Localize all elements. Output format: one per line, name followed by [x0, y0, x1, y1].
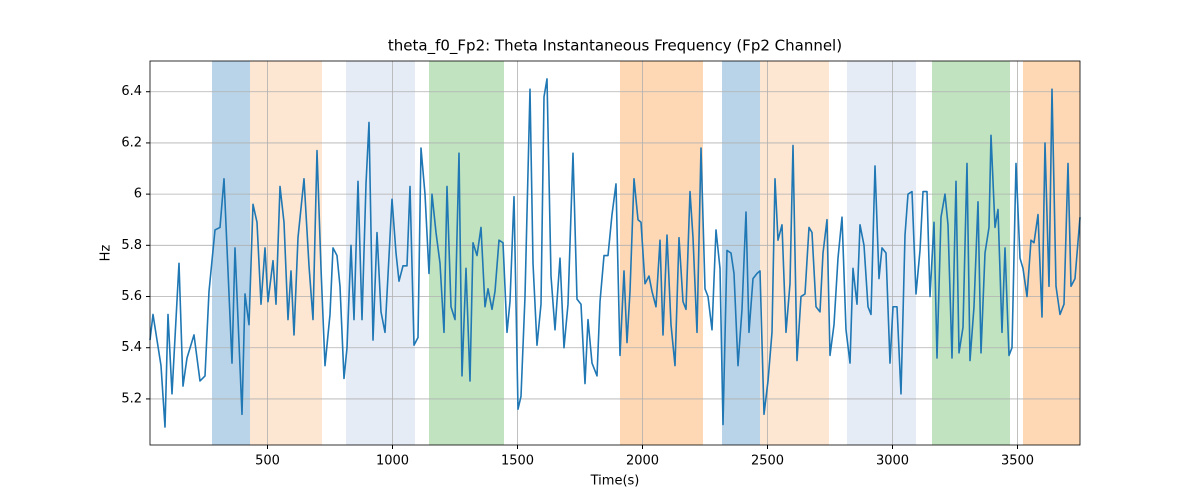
plot-frame	[149, 60, 1081, 446]
y-tick-label: 5.4	[121, 340, 142, 355]
x-tick-label: 1000	[376, 454, 409, 469]
y-tick-label: 6	[134, 187, 142, 202]
highlight-span	[620, 61, 703, 445]
y-tick-label: 6.4	[121, 84, 142, 99]
y-tick-label: 5.6	[121, 289, 142, 304]
x-tick-label: 3500	[1001, 454, 1034, 469]
y-tick-label: 6.2	[121, 135, 142, 150]
x-tick-label: 2500	[751, 454, 784, 469]
highlight-span	[722, 61, 760, 445]
highlight-span	[346, 61, 415, 445]
data-line	[149, 78, 1081, 428]
plot	[149, 78, 1081, 428]
y-tick-label: 5.2	[121, 391, 142, 406]
x-tick-label: 500	[255, 454, 280, 469]
y-tick-label: 5.8	[121, 238, 142, 253]
highlight-span	[212, 61, 250, 445]
x-tick-label: 2000	[626, 454, 659, 469]
y-axis-label: Hz	[99, 245, 114, 262]
x-tick-label: 1500	[501, 454, 534, 469]
x-axis-label: Time(s)	[590, 474, 640, 489]
highlight-span	[429, 61, 504, 445]
highlight-span	[932, 61, 1010, 445]
x-tick-label: 3000	[876, 454, 909, 469]
chart-title: theta_f0_Fp2: Theta Instantaneous Freque…	[388, 37, 842, 56]
